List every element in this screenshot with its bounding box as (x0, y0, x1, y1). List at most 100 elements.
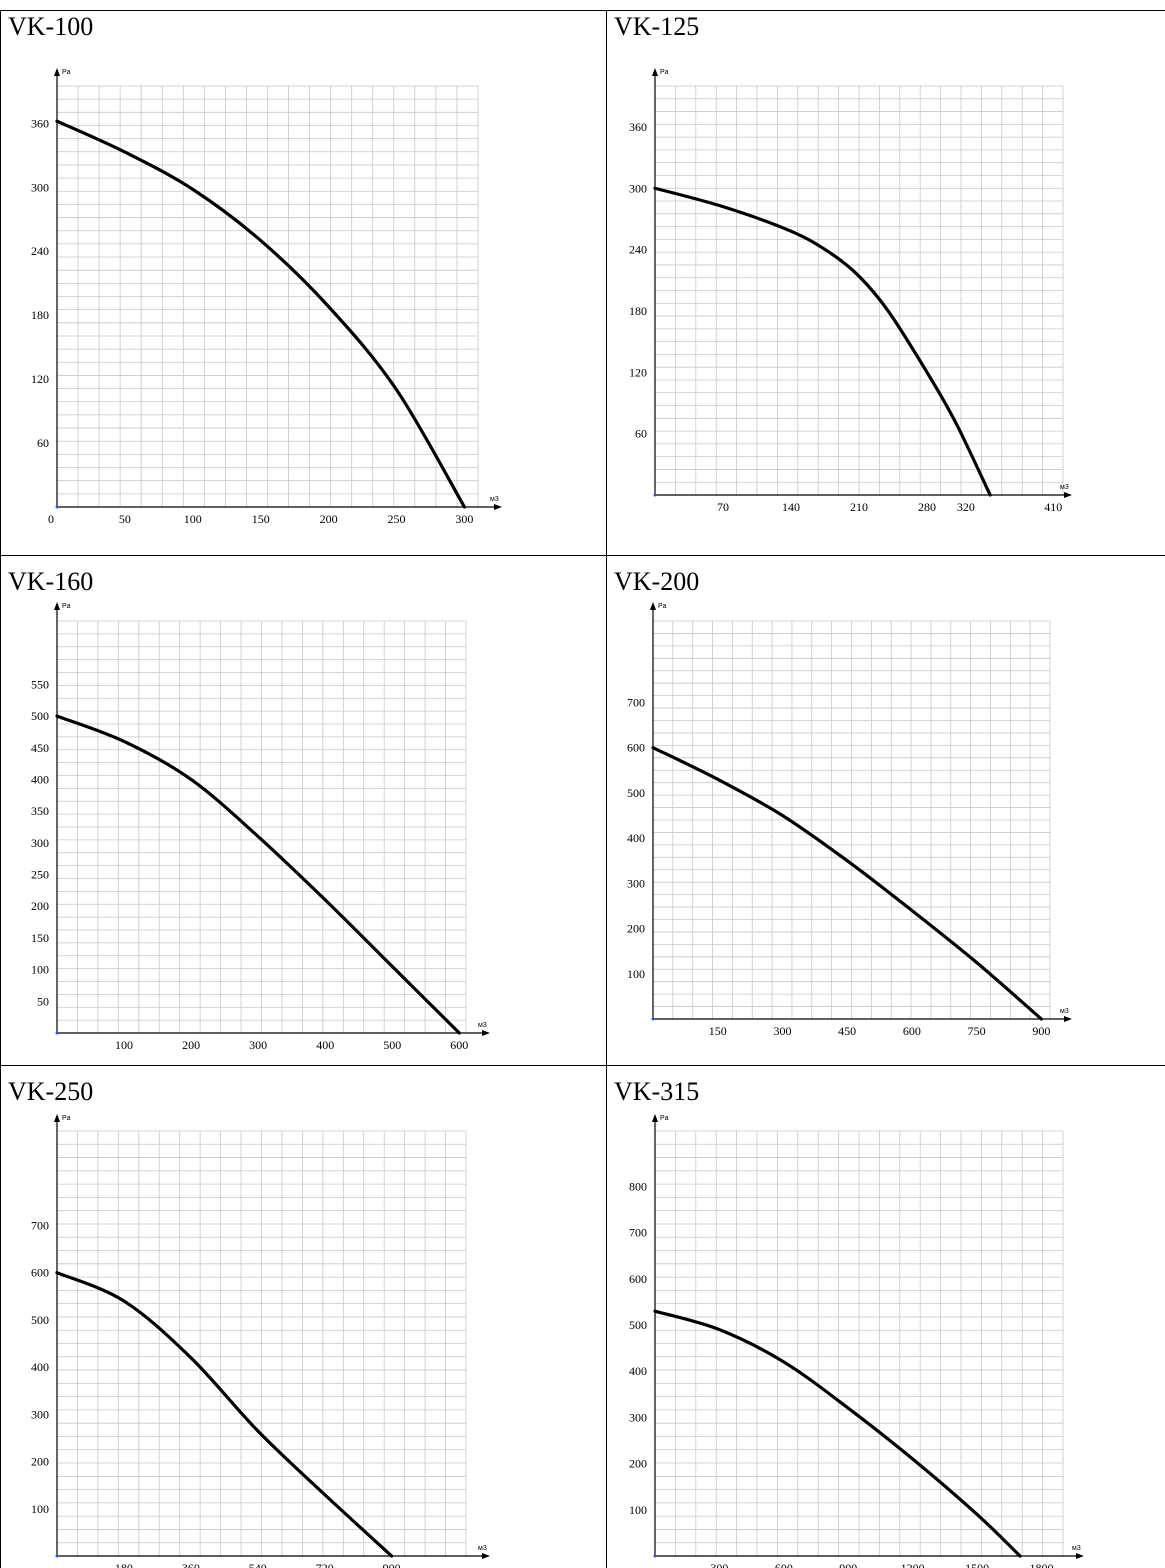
x-tick-label: 300 (710, 1561, 728, 1568)
chart-title: VK-200 (614, 567, 700, 596)
y-tick-label: 700 (629, 1226, 647, 1240)
y-tick-label: 350 (31, 804, 49, 818)
x-tick-label: 600 (775, 1561, 793, 1568)
chart-panel-vk-200: VK-200 Pa м3 100 200 300 400 500 600 700 150 300 45… (606, 555, 1165, 1065)
x-tick-label: 100 (115, 1038, 133, 1052)
y-tick-label: 300 (627, 876, 645, 890)
x-tick-label: 200 (320, 512, 338, 526)
x-tick-label: 320 (957, 500, 975, 514)
x-axis-unit-label: м3 (1072, 1545, 1081, 1552)
grid (57, 1130, 467, 1556)
y-axis-unit-label: Pa (658, 603, 667, 610)
y-tick-label: 400 (31, 1360, 49, 1374)
y-tick-label: 120 (31, 372, 49, 386)
chart-panel-vk-315: VK-315 Pa м3 100 200 300 400 500 600 700 800 300 60… (606, 1065, 1165, 1568)
y-tick-label: 60 (635, 427, 647, 441)
y-axis-arrow-icon (54, 1114, 60, 1122)
x-tick-label: 1500 (965, 1561, 989, 1568)
chart-title: VK-100 (8, 12, 94, 41)
x-axis-unit-label: м3 (1060, 484, 1069, 491)
y-tick-label: 300 (629, 181, 647, 195)
y-tick-label: 800 (629, 1179, 647, 1193)
fan-curve-chart: Pa м3 50 100 150 200 250 300 350 400 450 500 550 100 2… (31, 602, 490, 1052)
x-tick-label: 1200 (901, 1561, 925, 1568)
y-tick-label: 400 (31, 772, 49, 786)
table-border-row-1 (0, 555, 1165, 556)
x-tick-label: 300 (773, 1024, 791, 1038)
chart-panel-vk-160: VK-160 Pa м3 50 100 150 200 250 300 350 400 450 500… (0, 555, 606, 1065)
x-tick-label: 200 (182, 1038, 200, 1052)
x-tick-label: 1800 (1030, 1561, 1054, 1568)
y-tick-label: 700 (627, 695, 645, 709)
x-tick-label: 70 (717, 500, 729, 514)
x-axis-unit-label: м3 (478, 1022, 487, 1029)
chart-panel-vk-100: VK-100 Pa м3 60 120 180 240 300 360 0 50 100 150 200… (0, 0, 606, 555)
chart-panel-vk-250: VK-250 Pa м3 100 200 300 400 500 600 700 180 360 54… (0, 1065, 606, 1568)
y-tick-label: 100 (31, 963, 49, 977)
y-axis-arrow-icon (652, 68, 658, 76)
x-tick-label: 250 (388, 512, 406, 526)
fan-performance-curve (55, 1271, 394, 1558)
origin-dot (653, 493, 657, 497)
x-axis-arrow-icon (482, 1553, 490, 1559)
table-border-middle (606, 10, 607, 1568)
y-tick-label: 600 (31, 1266, 49, 1280)
chart-panel-vk-125: VK-125 Pa м3 60 120 180 240 300 360 70 140 210 280 3… (606, 0, 1165, 555)
y-tick-label: 700 (31, 1218, 49, 1232)
y-tick-label: 400 (629, 1364, 647, 1378)
x-tick-label: 450 (838, 1024, 856, 1038)
x-tick-label: 900 (1032, 1024, 1050, 1038)
y-axis-unit-label: Pa (62, 603, 71, 610)
x-axis-arrow-icon (1076, 1553, 1084, 1559)
grid (57, 85, 479, 507)
grid (655, 1130, 1064, 1556)
x-tick-label: 0 (48, 512, 54, 526)
origin-dot (55, 505, 59, 509)
y-tick-label: 60 (37, 436, 49, 450)
y-tick-label: 200 (31, 1455, 49, 1469)
y-tick-label: 600 (629, 1272, 647, 1286)
fan-curve-chart: Pa м3 60 120 180 240 300 360 0 50 100 150 200 250 300 (31, 68, 502, 526)
grid (653, 620, 1051, 1019)
origin-dot (55, 1554, 59, 1558)
x-tick-label: 600 (903, 1024, 921, 1038)
x-tick-label: 150 (252, 512, 270, 526)
x-tick-label: 360 (182, 1561, 200, 1568)
chart-title: VK-250 (8, 1077, 94, 1106)
y-tick-label: 300 (31, 836, 49, 850)
y-axis-unit-label: Pa (660, 1115, 669, 1122)
y-tick-label: 300 (31, 1407, 49, 1421)
y-tick-label: 100 (627, 967, 645, 981)
x-tick-label: 210 (850, 500, 868, 514)
x-tick-label: 150 (709, 1024, 727, 1038)
x-axis-arrow-icon (1064, 492, 1072, 498)
y-axis-arrow-icon (54, 68, 60, 76)
x-tick-label: 300 (455, 512, 473, 526)
y-tick-label: 360 (629, 120, 647, 134)
grid (655, 85, 1064, 495)
table-border-top (0, 10, 1165, 11)
x-tick-label: 300 (249, 1038, 267, 1052)
origin-dot (55, 1031, 59, 1035)
y-tick-label: 200 (31, 899, 49, 913)
y-tick-label: 100 (31, 1502, 49, 1516)
fan-performance-curve (653, 186, 992, 497)
table-border-left (0, 10, 1, 1568)
fan-performance-curve (55, 714, 461, 1035)
x-axis-unit-label: м3 (490, 496, 499, 503)
y-tick-label: 500 (31, 1313, 49, 1327)
y-tick-label: 50 (37, 994, 49, 1008)
y-axis-unit-label: Pa (660, 69, 669, 76)
chart-title: VK-125 (614, 12, 700, 41)
x-axis-arrow-icon (1064, 1016, 1072, 1022)
y-tick-label: 120 (629, 365, 647, 379)
x-tick-label: 180 (115, 1561, 133, 1568)
grid (57, 620, 467, 1033)
x-tick-label: 900 (383, 1561, 401, 1568)
y-tick-label: 300 (31, 180, 49, 194)
chart-title: VK-315 (614, 1077, 700, 1106)
x-tick-label: 720 (316, 1561, 334, 1568)
y-axis-arrow-icon (652, 1114, 658, 1122)
fan-performance-curve (651, 746, 1043, 1021)
